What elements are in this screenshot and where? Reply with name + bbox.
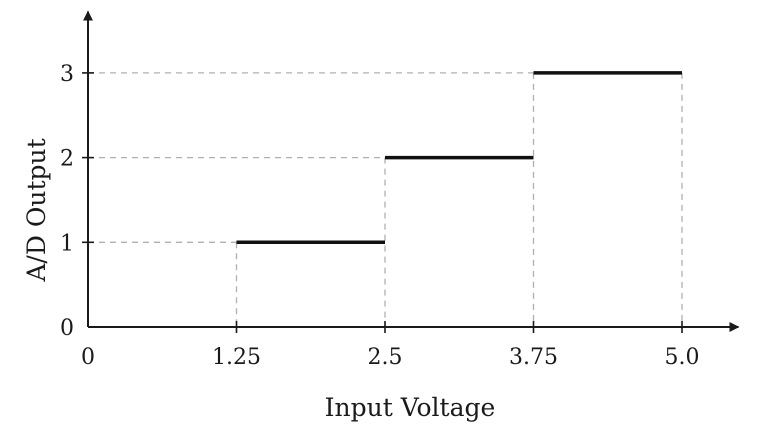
x-tick-label: 3.75 bbox=[509, 345, 558, 370]
y-tick-label: 1 bbox=[60, 231, 74, 256]
step-series bbox=[236, 71, 682, 245]
y-tick-label: 2 bbox=[60, 147, 74, 172]
x-tick-label: 1.25 bbox=[212, 345, 261, 370]
x-tick-label: 0 bbox=[81, 345, 95, 370]
y-tick-label: 0 bbox=[60, 316, 74, 341]
y-tick-label: 3 bbox=[60, 62, 74, 87]
x-tick-label: 5.0 bbox=[665, 345, 700, 370]
x-tick-label: 2.5 bbox=[368, 345, 403, 370]
x-tick-group: 0 1.25 2.5 3.75 5.0 bbox=[81, 321, 700, 370]
x-axis-title: Input Voltage bbox=[325, 393, 496, 422]
guide-lines bbox=[88, 72, 683, 327]
y-tick-group: 0 1 2 3 bbox=[60, 62, 94, 341]
y-axis-title: A/D Output bbox=[22, 138, 51, 282]
